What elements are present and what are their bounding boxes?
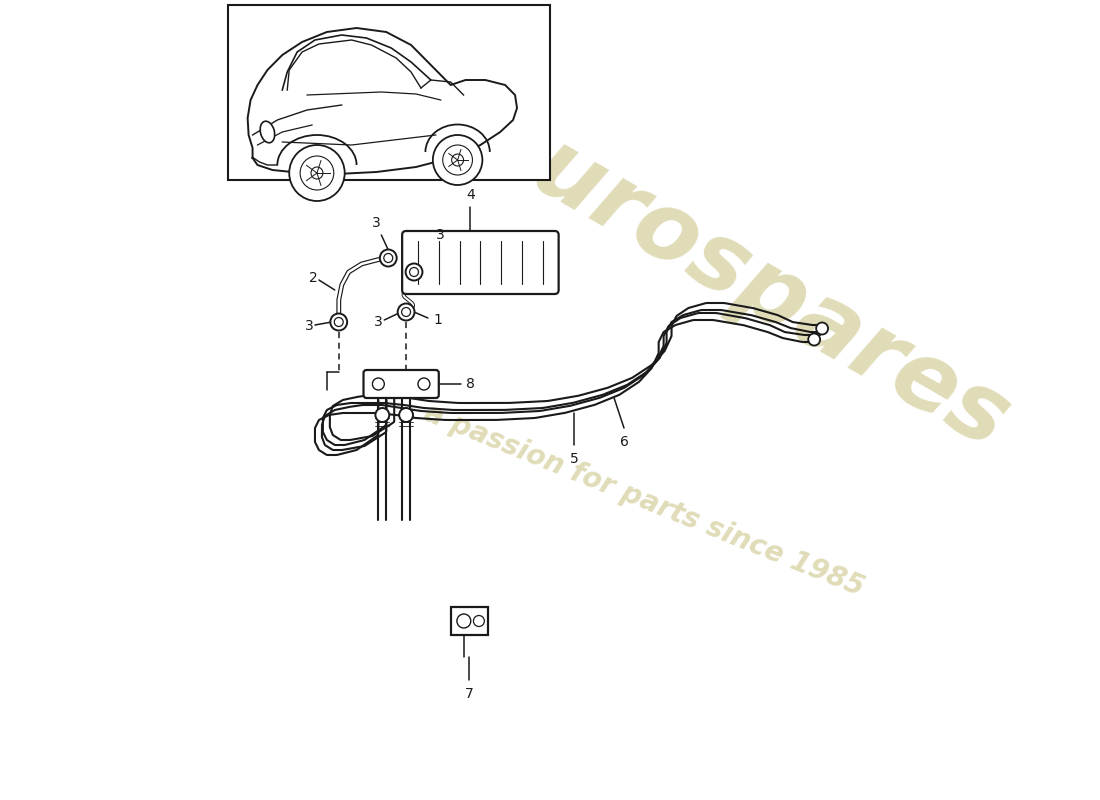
- Text: 8: 8: [465, 377, 474, 391]
- Text: 7: 7: [465, 687, 474, 701]
- FancyBboxPatch shape: [363, 370, 439, 398]
- Circle shape: [330, 314, 348, 330]
- Text: eurospares: eurospares: [461, 90, 1024, 470]
- Circle shape: [816, 322, 828, 334]
- Circle shape: [456, 614, 471, 628]
- FancyBboxPatch shape: [403, 231, 559, 294]
- Circle shape: [399, 408, 412, 422]
- Text: 5: 5: [570, 452, 579, 466]
- Text: 3: 3: [436, 228, 444, 242]
- Circle shape: [406, 263, 422, 281]
- Text: 3: 3: [305, 319, 314, 333]
- Circle shape: [373, 378, 384, 390]
- Text: 3: 3: [374, 315, 383, 329]
- Text: 3: 3: [372, 216, 381, 230]
- Circle shape: [418, 378, 430, 390]
- Text: 6: 6: [619, 435, 628, 449]
- Ellipse shape: [261, 122, 275, 142]
- Text: 4: 4: [466, 188, 475, 202]
- Bar: [228, 5, 550, 180]
- Circle shape: [289, 145, 344, 201]
- Circle shape: [432, 135, 483, 185]
- Circle shape: [379, 250, 397, 266]
- Text: 1: 1: [433, 313, 442, 327]
- Circle shape: [398, 303, 415, 321]
- Text: a passion for parts since 1985: a passion for parts since 1985: [420, 398, 868, 602]
- Circle shape: [375, 408, 389, 422]
- Text: 2: 2: [309, 271, 318, 285]
- Circle shape: [808, 334, 821, 346]
- Bar: [451, 607, 488, 635]
- Circle shape: [473, 615, 484, 626]
